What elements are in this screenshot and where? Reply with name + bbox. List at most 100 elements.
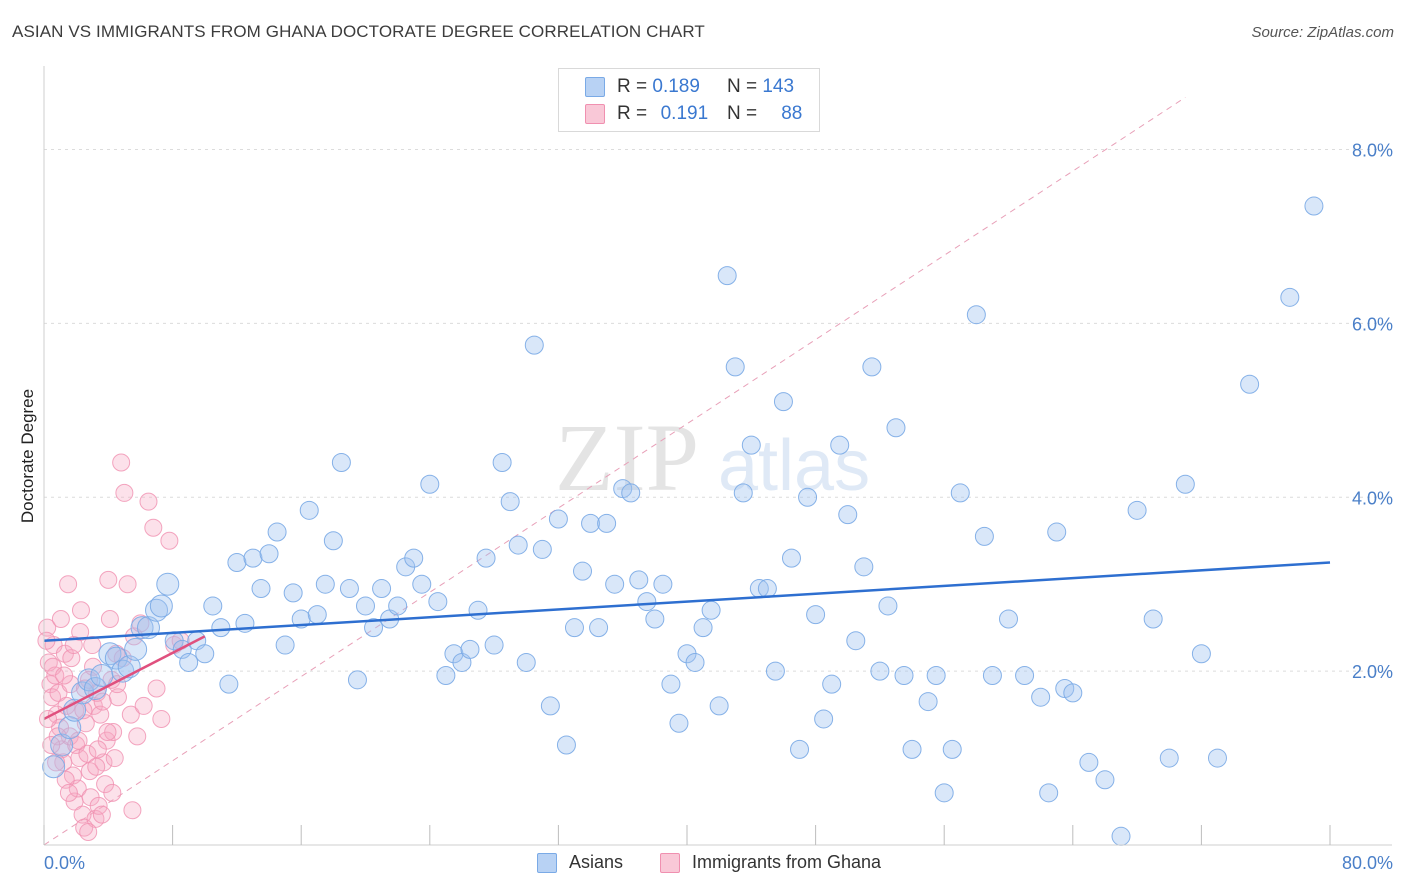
legend-n-label: N = (726, 103, 758, 124)
legend-r-label: R = (617, 76, 648, 97)
bottom-legend-ghana: Immigrants from Ghana (660, 852, 881, 873)
ghana-point-68 (84, 657, 103, 676)
asian-point-83 (685, 652, 705, 672)
asian-point-23 (203, 596, 223, 616)
asian-point-1 (50, 733, 74, 757)
asian-point-126 (1079, 752, 1099, 772)
ghana-point-76 (128, 727, 147, 746)
asian-point-20 (179, 652, 199, 672)
ghana-point-75 (123, 801, 142, 820)
asian-point-56 (468, 600, 488, 620)
asian-point-72 (597, 513, 617, 533)
asian-point-70 (581, 513, 601, 533)
asian-point-51 (428, 592, 448, 612)
asian-point-96 (790, 739, 810, 759)
asian-point-92 (757, 579, 777, 599)
asian-point-50 (420, 474, 440, 494)
legend-swatch-asians (585, 77, 605, 97)
legend-n-label: N = (726, 76, 758, 97)
asian-point-87 (717, 266, 737, 286)
asian-point-69 (573, 561, 593, 581)
asian-point-16 (149, 594, 173, 618)
asian-point-101 (830, 435, 850, 455)
asian-point-65 (540, 696, 560, 716)
y-tick-labels: 2.0% 4.0% 6.0% 8.0% (1352, 141, 1393, 683)
asian-point-137 (1304, 196, 1324, 216)
legend-n-value: 143 (762, 76, 795, 97)
ghana-point-85 (74, 701, 93, 720)
grid (44, 149, 1392, 672)
asian-point-41 (347, 670, 367, 690)
asian-point-38 (323, 531, 343, 551)
asian-point-15 (145, 598, 169, 622)
bottom-swatch-asians (537, 852, 557, 873)
asian-point-113 (934, 783, 954, 803)
asian-point-90 (741, 435, 761, 455)
asian-point-95 (781, 548, 801, 568)
asian-point-125 (1063, 683, 1083, 703)
asian-point-0 (42, 755, 66, 779)
asian-point-34 (291, 609, 311, 629)
asian-point-89 (733, 483, 753, 503)
asian-point-79 (653, 574, 673, 594)
asian-point-24 (211, 618, 231, 638)
ghana-point-72 (103, 783, 122, 802)
asian-point-22 (195, 644, 215, 664)
asian-point-136 (1280, 287, 1300, 307)
watermark-zip: ZIP (555, 404, 699, 511)
asian-point-121 (1031, 687, 1051, 707)
asian-point-44 (372, 579, 392, 599)
x-tick-max: 80.0% (1342, 853, 1393, 873)
x-tick-min: 0.0% (44, 853, 85, 873)
y-tick-label-1: 4.0% (1352, 488, 1393, 508)
ghana-point-52 (144, 518, 163, 537)
asian-point-48 (404, 548, 424, 568)
reference-diagonal (43, 96, 1186, 846)
asian-point-62 (516, 652, 536, 672)
ghana-point-13 (59, 575, 78, 594)
ghana-point-54 (152, 709, 171, 728)
asian-point-58 (484, 635, 504, 655)
asian-point-49 (412, 574, 432, 594)
asian-point-133 (1191, 644, 1211, 664)
ghana-point-45 (112, 453, 131, 472)
legend-r-value: 0.191 (660, 103, 709, 124)
asian-point-100 (822, 674, 842, 694)
ghana-point-84 (69, 731, 88, 750)
bottom-label-ghana: Immigrants from Ghana (692, 852, 882, 872)
asian-point-117 (974, 526, 994, 546)
asian-point-132 (1175, 474, 1195, 494)
asian-point-76 (629, 570, 649, 590)
axes (43, 66, 1392, 846)
legend-n-value: 88 (781, 103, 803, 124)
asian-point-77 (637, 592, 657, 612)
ghana-point-87 (87, 757, 106, 776)
asian-point-123 (1047, 522, 1067, 542)
asian-point-112 (926, 665, 946, 685)
ghana-point-61 (51, 609, 70, 628)
ghana-points (37, 453, 190, 841)
asian-point-119 (999, 609, 1018, 629)
asian-point-86 (709, 696, 729, 716)
legend-r-label: R = (617, 103, 648, 124)
asian-point-63 (524, 335, 544, 355)
asian-point-46 (388, 596, 408, 616)
asian-point-68 (564, 618, 584, 638)
ghana-point-51 (139, 492, 158, 511)
asian-point-99 (814, 709, 834, 729)
asian-point-114 (942, 739, 962, 759)
asian-point-57 (476, 548, 496, 568)
asian-point-60 (500, 492, 520, 512)
asian-point-73 (605, 574, 625, 594)
y-axis-label: Doctorate Degree (18, 389, 37, 523)
asian-point-2 (58, 716, 82, 740)
ghana-point-38 (99, 570, 118, 589)
asian-point-37 (315, 574, 335, 594)
ghana-point-82 (59, 783, 78, 802)
asian-point-61 (508, 535, 528, 555)
ghana-point-48 (121, 705, 140, 724)
ghana-point-55 (160, 531, 179, 550)
ghana-trendline (43, 635, 206, 721)
ghana-point-70 (93, 692, 112, 711)
asian-point-130 (1143, 609, 1163, 629)
